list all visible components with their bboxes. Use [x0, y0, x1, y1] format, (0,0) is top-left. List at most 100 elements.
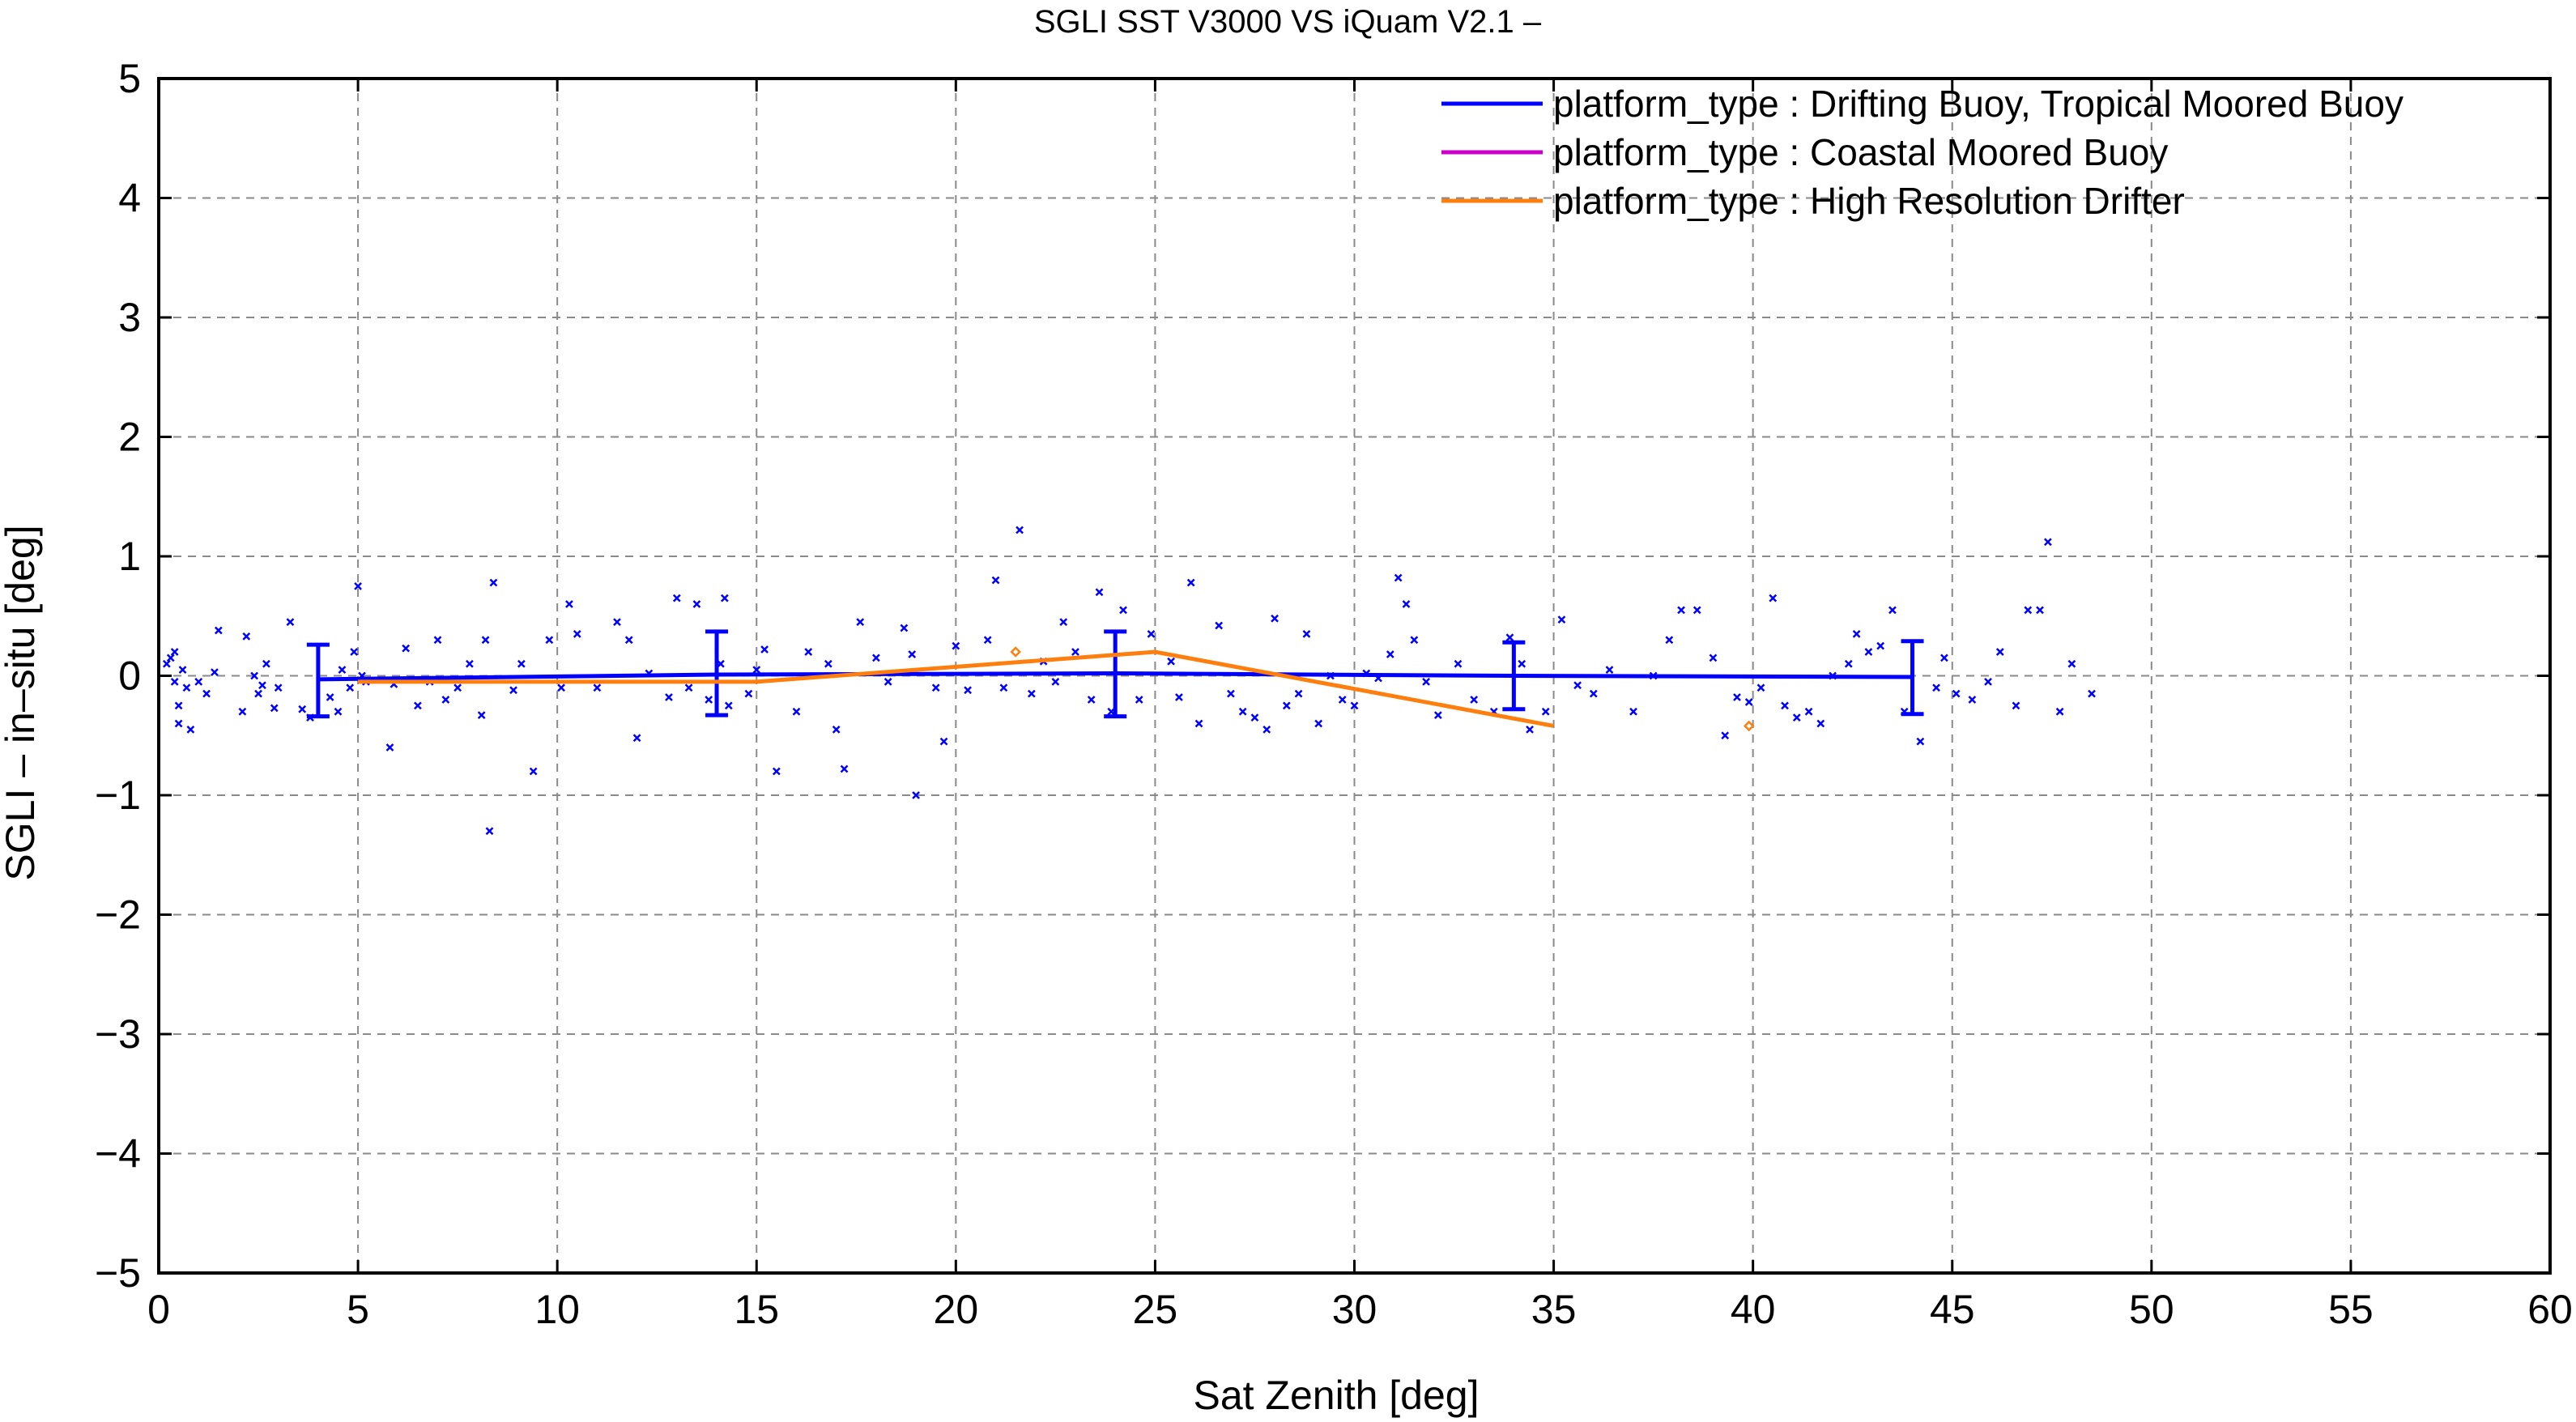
- data-point: [545, 636, 554, 645]
- data-point: [1721, 731, 1730, 740]
- data-point: [286, 618, 295, 627]
- data-point: [1709, 654, 1718, 662]
- data-point: [1952, 689, 1961, 698]
- data-point: [1238, 707, 1247, 716]
- data-point: [270, 704, 279, 713]
- data-point: [354, 581, 362, 590]
- y-axis-label: SGLI – in–situ [deg]: [0, 525, 43, 880]
- data-point: [441, 696, 450, 704]
- data-point: [214, 626, 223, 635]
- data-point: [705, 696, 713, 704]
- data-point: [1282, 701, 1291, 710]
- data-point: [1071, 648, 1079, 656]
- data-point: [1015, 526, 1024, 534]
- data-point: [2036, 606, 2044, 615]
- data-point: [250, 671, 259, 680]
- data-point: [908, 650, 917, 658]
- x-tick-labels: 0 5 10 15 20 25 30 35 40 45 50 55 60: [147, 1287, 2573, 1332]
- data-point: [274, 683, 283, 692]
- data-point: [991, 576, 1000, 585]
- gridlines: [159, 79, 2550, 1273]
- data-point: [1744, 698, 1753, 706]
- data-point: [999, 683, 1008, 692]
- data-point: [1175, 693, 1183, 701]
- data-point: [613, 618, 621, 627]
- x-tick-label: 45: [1930, 1287, 1975, 1332]
- data-point: [856, 618, 865, 627]
- y-tick-label: −3: [95, 1011, 141, 1057]
- legend-item: platform_type : High Resolution Drifter: [1441, 180, 2185, 222]
- data-point: [744, 689, 753, 698]
- data-point: [912, 791, 921, 799]
- x-tick-label: 60: [2527, 1287, 2573, 1332]
- data-point: [1454, 659, 1463, 668]
- data-point: [2055, 707, 2064, 716]
- series-2-group: [358, 646, 1755, 732]
- data-point: [202, 689, 211, 698]
- data-point: [872, 654, 880, 662]
- data-point: [840, 764, 849, 773]
- data-point: [2088, 689, 2096, 698]
- data-point: [665, 693, 673, 701]
- y-tick-label: 4: [118, 176, 141, 221]
- series-mean-line: [358, 649, 1555, 728]
- x-tick-label: 20: [934, 1287, 979, 1332]
- data-point: [1059, 618, 1068, 627]
- data-point: [1338, 696, 1347, 704]
- legend: platform_type : Drifting Buoy, Tropical …: [1441, 83, 2404, 222]
- data-point: [1995, 648, 2004, 656]
- data-point: [186, 725, 195, 734]
- data-point: [2024, 606, 2033, 615]
- x-tick-label: 10: [534, 1287, 580, 1332]
- legend-label: platform_type : Coastal Moored Buoy: [1553, 131, 2168, 173]
- data-point: [385, 743, 394, 751]
- data-point: [346, 683, 355, 692]
- legend-label: platform_type : Drifting Buoy, Tropical …: [1553, 83, 2404, 125]
- data-point: [1302, 629, 1311, 638]
- x-tick-label: 5: [347, 1287, 369, 1332]
- data-point: [298, 705, 307, 713]
- y-tick-label: 3: [118, 295, 141, 340]
- data-point: [1876, 641, 1885, 650]
- data-point: [804, 648, 813, 656]
- data-point: [1743, 720, 1755, 732]
- data-point: [170, 648, 179, 656]
- data-point: [174, 701, 183, 710]
- data-point: [258, 681, 266, 690]
- data-point: [1677, 606, 1685, 615]
- x-tick-label: 15: [734, 1287, 779, 1332]
- x-tick-label: 35: [1531, 1287, 1577, 1332]
- y-tick-label: −1: [95, 773, 141, 818]
- data-point: [1147, 629, 1156, 638]
- data-point: [1167, 657, 1175, 666]
- data-point: [1135, 696, 1143, 704]
- data-point: [624, 636, 633, 645]
- y-tick-label: −4: [95, 1131, 141, 1177]
- data-point: [832, 725, 841, 734]
- data-point: [1692, 606, 1701, 615]
- data-point: [952, 641, 960, 650]
- data-point: [1968, 696, 1977, 704]
- data-point: [931, 683, 940, 692]
- data-point: [1804, 707, 1813, 716]
- data-point: [477, 711, 486, 720]
- x-tick-label: 50: [2129, 1287, 2174, 1332]
- data-point: [752, 666, 761, 675]
- data-point: [326, 693, 334, 701]
- y-tick-label: 5: [118, 56, 141, 101]
- data-point: [2043, 538, 2052, 547]
- data-point: [489, 578, 498, 587]
- data-point: [1557, 615, 1566, 624]
- y-tick-labels: 5 4 3 2 1 0 −1 −2 −3 −4 −5: [95, 56, 141, 1296]
- data-point: [724, 701, 733, 710]
- error-bar: [1502, 640, 1526, 712]
- data-point: [1665, 636, 1674, 645]
- data-point: [211, 668, 219, 676]
- data-point: [1864, 648, 1873, 656]
- data-point: [1051, 677, 1060, 686]
- y-tick-label: −2: [95, 892, 141, 938]
- y-tick-label: 2: [118, 415, 141, 460]
- data-point: [1027, 689, 1036, 698]
- data-point: [1940, 654, 1948, 662]
- data-point: [792, 707, 801, 716]
